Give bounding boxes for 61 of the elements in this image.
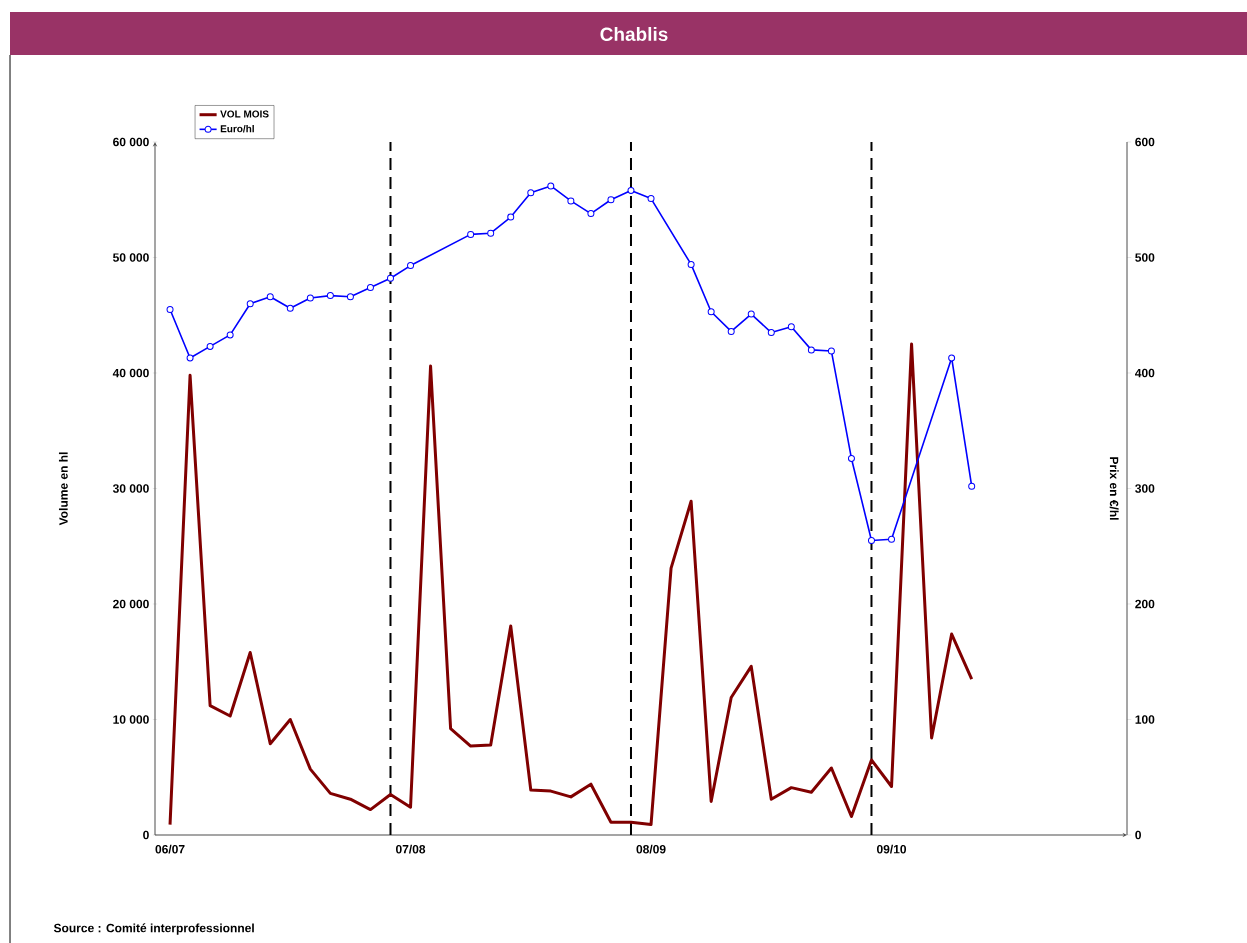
- point: [787, 323, 795, 331]
- point: [166, 305, 174, 313]
- point: [346, 293, 354, 301]
- y2-tick-label: 600: [1135, 137, 1155, 147]
- point: [607, 196, 615, 204]
- point: [687, 260, 695, 268]
- point: [888, 535, 896, 543]
- y2-tick-label: 100: [1135, 715, 1155, 724]
- y-axis-title: Volume en hl: [58, 452, 68, 526]
- point: [727, 327, 735, 335]
- y-tick-label: 0: [143, 830, 149, 840]
- point: [867, 536, 875, 544]
- y-tick-label: 50 000: [113, 253, 149, 262]
- y-tick-label: 60 000: [113, 137, 149, 147]
- point: [527, 189, 535, 197]
- x-tick-label: 06/07: [155, 844, 185, 854]
- point: [807, 346, 815, 354]
- y-tick-label: 10 000: [113, 715, 149, 724]
- point: [487, 229, 495, 237]
- point: [847, 454, 855, 462]
- legend-label: Euro/hl: [220, 124, 254, 133]
- point: [827, 347, 835, 355]
- point: [286, 304, 294, 312]
- y-tick-label: 30 000: [112, 484, 149, 493]
- line-series: [168, 342, 974, 827]
- legend-label: VOL MOIS: [220, 110, 269, 118]
- point: [627, 187, 635, 194]
- point: [186, 354, 194, 362]
- point: [206, 342, 214, 350]
- y2-axis-title: Prix en €/hl: [1109, 457, 1119, 520]
- point: [647, 195, 655, 203]
- point: [587, 210, 595, 218]
- point: [386, 274, 394, 282]
- y2-tick-label: 200: [1135, 599, 1155, 609]
- point: [407, 262, 415, 270]
- y-tick-label: 20 000: [113, 599, 149, 609]
- point: [266, 293, 274, 301]
- point: [707, 308, 715, 316]
- y-tick-label: 40 000: [112, 368, 149, 378]
- point: [968, 482, 976, 490]
- x-tick-label: 09/10: [876, 844, 907, 854]
- point: [326, 292, 334, 300]
- point: [226, 331, 234, 339]
- point: [948, 354, 956, 362]
- point: [366, 284, 374, 292]
- point: [767, 329, 775, 337]
- point: [507, 213, 515, 221]
- chart-title: Chablis: [600, 27, 668, 41]
- point: [567, 197, 575, 205]
- point: [467, 230, 475, 238]
- point: [747, 310, 755, 318]
- x-tick-label: 07/08: [395, 844, 426, 854]
- source-note: Source : Comité interprofessionnel: [53, 923, 254, 935]
- y2-tick-label: 0: [1135, 830, 1141, 840]
- y2-tick-label: 300: [1135, 484, 1155, 493]
- y2-tick-label: 400: [1135, 368, 1155, 378]
- point: [306, 294, 314, 302]
- point: [547, 182, 555, 190]
- y2-tick-label: 500: [1135, 253, 1155, 262]
- x-tick-label: 08/09: [636, 844, 666, 854]
- point: [246, 300, 254, 308]
